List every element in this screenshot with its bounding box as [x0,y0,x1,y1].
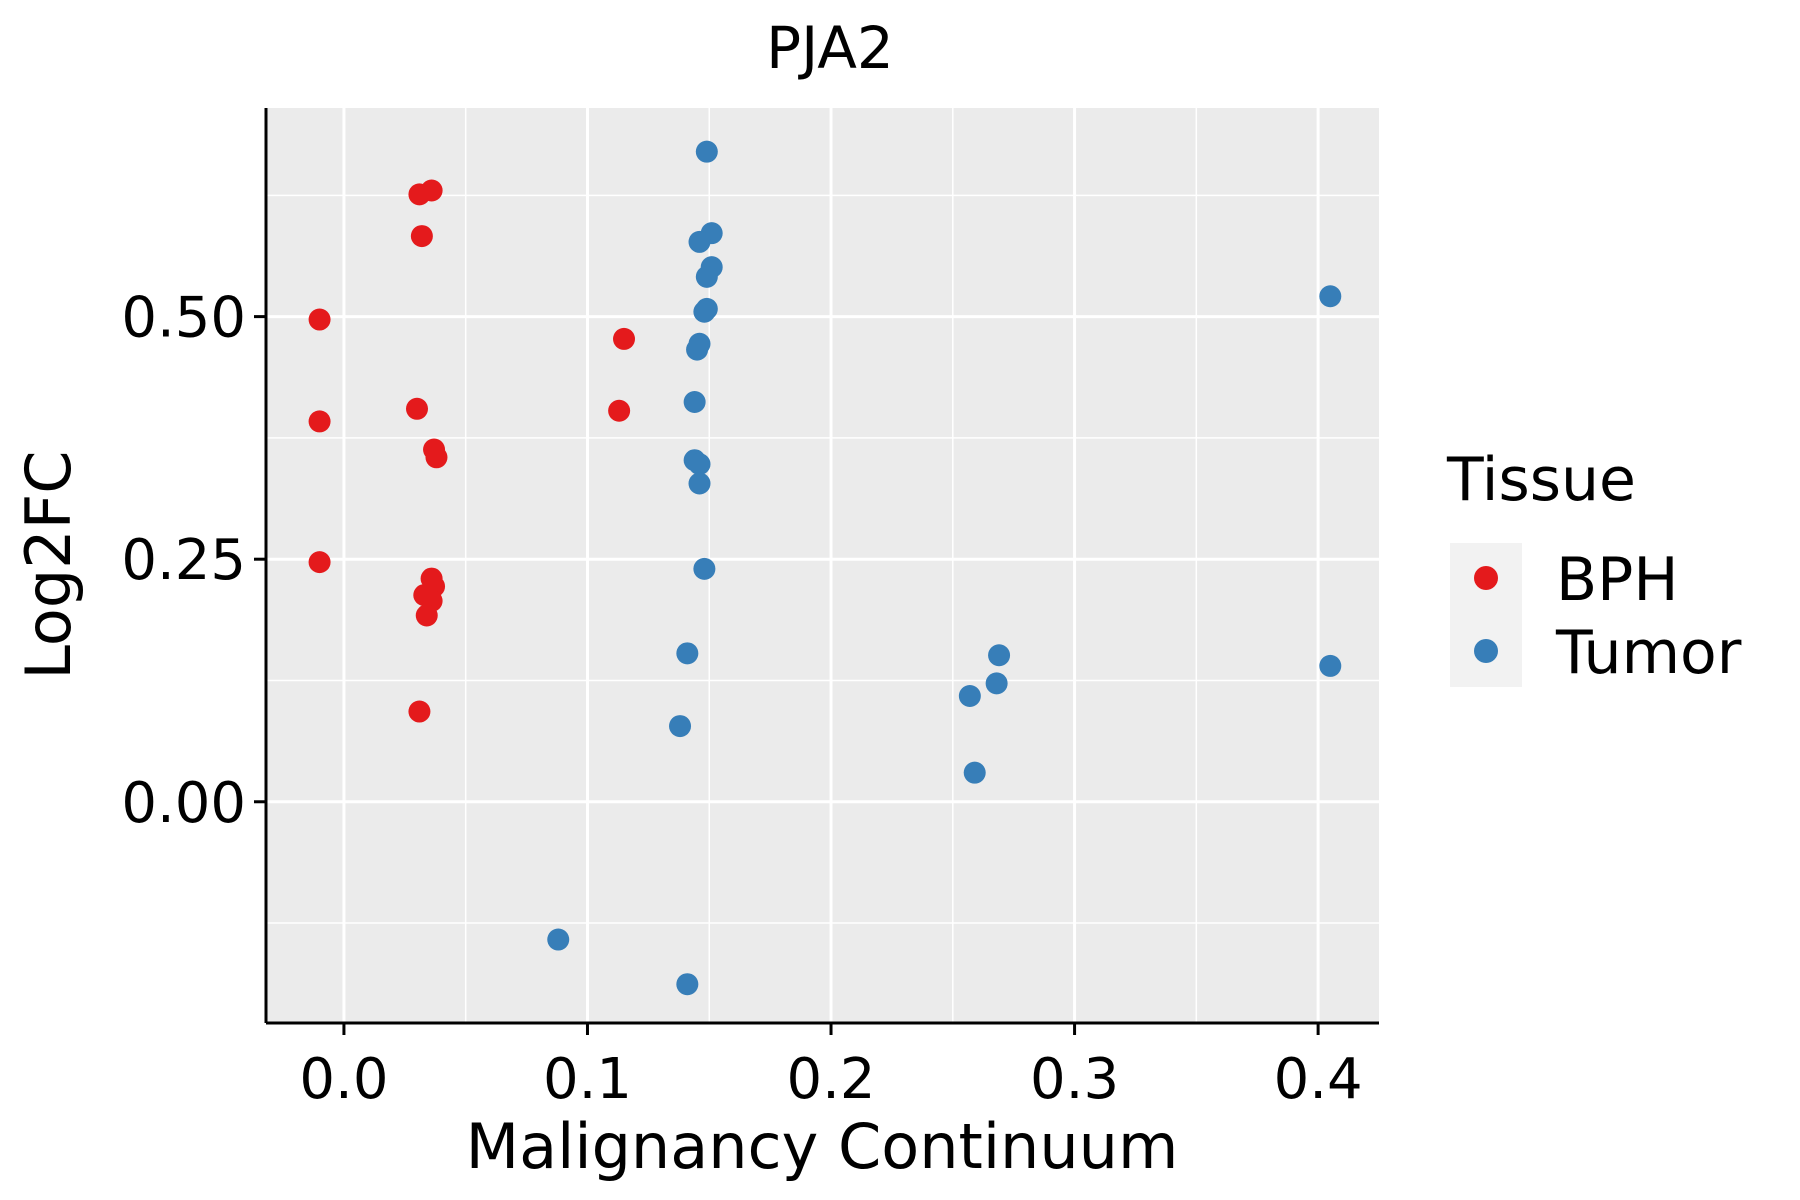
x-tick-label: 0.4 [1274,1047,1363,1112]
x-tick-label: 0.0 [299,1047,388,1112]
point-tumor [1319,285,1342,308]
y-tick-label: 0.00 [121,771,246,836]
point-tumor [669,715,692,738]
point-tumor [688,453,711,476]
x-tick-label: 0.3 [1030,1047,1119,1112]
point-tumor [695,265,718,288]
data-points [308,140,1342,996]
point-bph [308,410,331,433]
point-bph [308,308,331,331]
point-tumor [686,338,709,361]
point-tumor [683,391,706,414]
point-tumor [547,928,570,951]
point-tumor [985,672,1008,695]
point-tumor [693,300,716,323]
panel-background [266,108,1379,1023]
legend-key-background [1450,543,1522,687]
point-tumor [693,557,716,580]
x-axis-ticks: 0.0 0.1 0.2 0.3 0.4 [299,1023,1363,1112]
legend-label-tumor: Tumor [1555,618,1742,688]
point-tumor [958,685,981,708]
legend-key-tumor [1474,639,1498,663]
y-tick-label: 0.50 [121,286,246,351]
point-bph [415,604,438,627]
point-tumor [688,230,711,253]
point-tumor [676,973,699,996]
y-axis-title: Log2FC [12,450,85,679]
x-tick-label: 0.1 [543,1047,632,1112]
legend: Tissue BPH Tumor [1446,445,1742,688]
point-tumor [676,642,699,665]
legend-title: Tissue [1446,445,1636,515]
legend-key-bph [1474,566,1498,590]
point-bph [308,551,331,574]
point-bph [425,446,448,469]
point-bph [408,700,431,723]
point-bph [405,397,428,420]
y-tick-label: 0.25 [121,528,246,593]
point-tumor [688,472,711,495]
point-tumor [695,140,718,163]
point-bph [608,399,631,422]
point-bph [613,327,636,350]
x-axis-title: Malignancy Continuum [466,1110,1179,1183]
point-tumor [1319,654,1342,677]
point-bph [410,225,433,248]
chart-title: PJA2 [766,14,894,82]
plot-panel [266,108,1379,1023]
legend-label-bph: BPH [1556,545,1678,615]
point-tumor [963,761,986,784]
x-tick-label: 0.2 [786,1047,875,1112]
point-tumor [988,644,1011,667]
major-gridlines [266,108,1379,1023]
y-axis-ticks: 0.00 0.25 0.50 [121,286,266,836]
point-bph [420,179,443,202]
